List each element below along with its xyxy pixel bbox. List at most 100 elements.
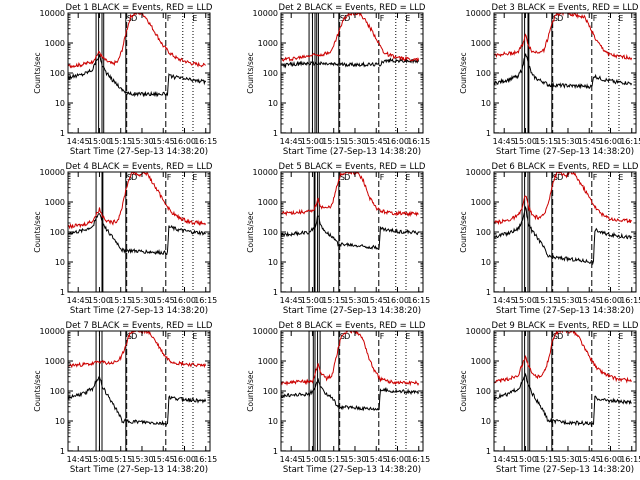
y-tick-label: 1 <box>486 288 491 297</box>
lld-curve <box>68 331 207 369</box>
y-axis-label: Counts/sec <box>459 211 468 252</box>
x-tick-label: 15:45 <box>365 296 388 305</box>
x-tick-label: 16:15 <box>407 137 430 146</box>
x-axis-label: Start Time (27-Sep-13 14:38:20) <box>496 306 634 316</box>
marker-lines <box>308 331 407 451</box>
marker-label: E <box>405 14 410 23</box>
x-tick-label: 15:00 <box>88 455 111 464</box>
marker-label: S <box>340 173 345 182</box>
y-tick-label: 10000 <box>253 9 278 18</box>
lld-curve <box>281 172 419 217</box>
x-tick-label: 15:30 <box>130 137 153 146</box>
x-tick-label: 16:15 <box>620 455 640 464</box>
marker-lines <box>95 13 194 133</box>
x-tick-label: 14:45 <box>67 455 90 464</box>
x-tick-label: 15:45 <box>152 455 175 464</box>
x-tick-label: 15:00 <box>88 137 111 146</box>
x-tick-label: 15:00 <box>514 455 537 464</box>
panel-title: Det 8 BLACK = Events, RED = LLD <box>279 321 426 331</box>
y-tick-label: 1 <box>486 129 491 138</box>
x-tick-label: 15:30 <box>343 296 366 305</box>
y-tick-label: 100 <box>263 69 278 78</box>
x-tick-label: 16:00 <box>173 137 196 146</box>
x-tick-label: 16:15 <box>620 137 640 146</box>
lld-curve <box>68 172 207 230</box>
x-tick-label: 16:15 <box>407 296 430 305</box>
y-tick-label: 10000 <box>466 327 491 336</box>
marker-label: D <box>344 14 350 23</box>
x-tick-label: 14:45 <box>493 455 516 464</box>
marker-label: F <box>167 173 172 182</box>
marker-lines <box>95 331 194 451</box>
lld-curve <box>494 13 633 61</box>
x-tick-label: 15:30 <box>130 296 153 305</box>
panel-title: Det 7 BLACK = Events, RED = LLD <box>66 321 213 331</box>
marker-label: S <box>127 14 132 23</box>
y-tick-label: 1 <box>60 447 65 456</box>
x-tick-label: 15:45 <box>578 455 601 464</box>
marker-label: F <box>380 14 385 23</box>
x-axis-label: Start Time (27-Sep-13 14:38:20) <box>496 465 634 475</box>
x-axis-label: Start Time (27-Sep-13 14:38:20) <box>283 306 421 316</box>
x-tick-label: 16:00 <box>599 455 622 464</box>
x-tick-label: 16:00 <box>173 296 196 305</box>
panel-title: Det 6 BLACK = Events, RED = LLD <box>492 162 639 172</box>
y-tick-label: 10 <box>481 417 491 426</box>
x-tick-label: 15:00 <box>301 296 324 305</box>
marker-label: E <box>618 173 623 182</box>
y-tick-label: 10000 <box>40 9 65 18</box>
x-tick-label: 15:15 <box>535 137 558 146</box>
lld-curve <box>68 13 206 69</box>
marker-label: D <box>131 332 137 341</box>
x-tick-label: 14:45 <box>280 296 303 305</box>
marker-label: D <box>557 332 563 341</box>
y-tick-label: 10000 <box>40 168 65 177</box>
y-tick-label: 10000 <box>466 168 491 177</box>
marker-label: E <box>192 14 197 23</box>
x-tick-label: 15:45 <box>152 296 175 305</box>
marker-lines <box>521 331 620 451</box>
y-tick-label: 10 <box>55 99 65 108</box>
x-tick-label: 16:00 <box>386 296 409 305</box>
y-axis-label: Counts/sec <box>33 370 42 411</box>
x-axis-label: Start Time (27-Sep-13 14:38:20) <box>496 147 634 157</box>
y-tick-label: 10 <box>55 417 65 426</box>
x-tick-label: 15:15 <box>535 296 558 305</box>
plot-frame <box>493 171 637 293</box>
y-tick-label: 1000 <box>471 198 491 207</box>
x-tick-label: 15:45 <box>365 455 388 464</box>
detector-panel: S D F E11010010001000014:4515:0015:1515:301… <box>246 3 430 157</box>
events-curve <box>68 376 207 427</box>
x-tick-label: 15:30 <box>343 137 366 146</box>
detector-panel: S D F E11010010001000014:4515:0015:1515:301… <box>33 321 217 475</box>
y-tick-label: 10 <box>268 417 278 426</box>
lld-curve <box>494 331 633 384</box>
y-axis-label: Counts/sec <box>33 52 42 93</box>
x-tick-label: 16:00 <box>599 137 622 146</box>
x-tick-label: 14:45 <box>280 455 303 464</box>
detector-panel: S D F E11010010001000014:4515:0015:1515:301… <box>459 3 640 157</box>
y-tick-label: 10 <box>55 258 65 267</box>
x-tick-label: 16:15 <box>194 455 217 464</box>
y-tick-label: 10 <box>268 258 278 267</box>
events-curve <box>281 57 420 69</box>
x-tick-label: 15:15 <box>109 455 132 464</box>
y-axis-label: Counts/sec <box>459 370 468 411</box>
lld-curve <box>281 331 420 387</box>
x-tick-label: 14:45 <box>493 137 516 146</box>
x-axis-label: Start Time (27-Sep-13 14:38:20) <box>283 465 421 475</box>
marker-label: S <box>553 332 558 341</box>
events-curve <box>494 53 633 90</box>
x-tick-label: 15:15 <box>109 137 132 146</box>
y-tick-label: 10000 <box>466 9 491 18</box>
y-tick-label: 100 <box>50 387 65 396</box>
marker-label: E <box>192 332 197 341</box>
y-tick-label: 1000 <box>258 39 278 48</box>
x-tick-label: 16:00 <box>386 455 409 464</box>
x-tick-label: 15:45 <box>152 137 175 146</box>
x-tick-label: 14:45 <box>67 137 90 146</box>
x-axis-label: Start Time (27-Sep-13 14:38:20) <box>70 306 208 316</box>
y-tick-label: 1 <box>273 129 278 138</box>
x-tick-label: 14:45 <box>493 296 516 305</box>
y-tick-label: 1000 <box>45 39 65 48</box>
